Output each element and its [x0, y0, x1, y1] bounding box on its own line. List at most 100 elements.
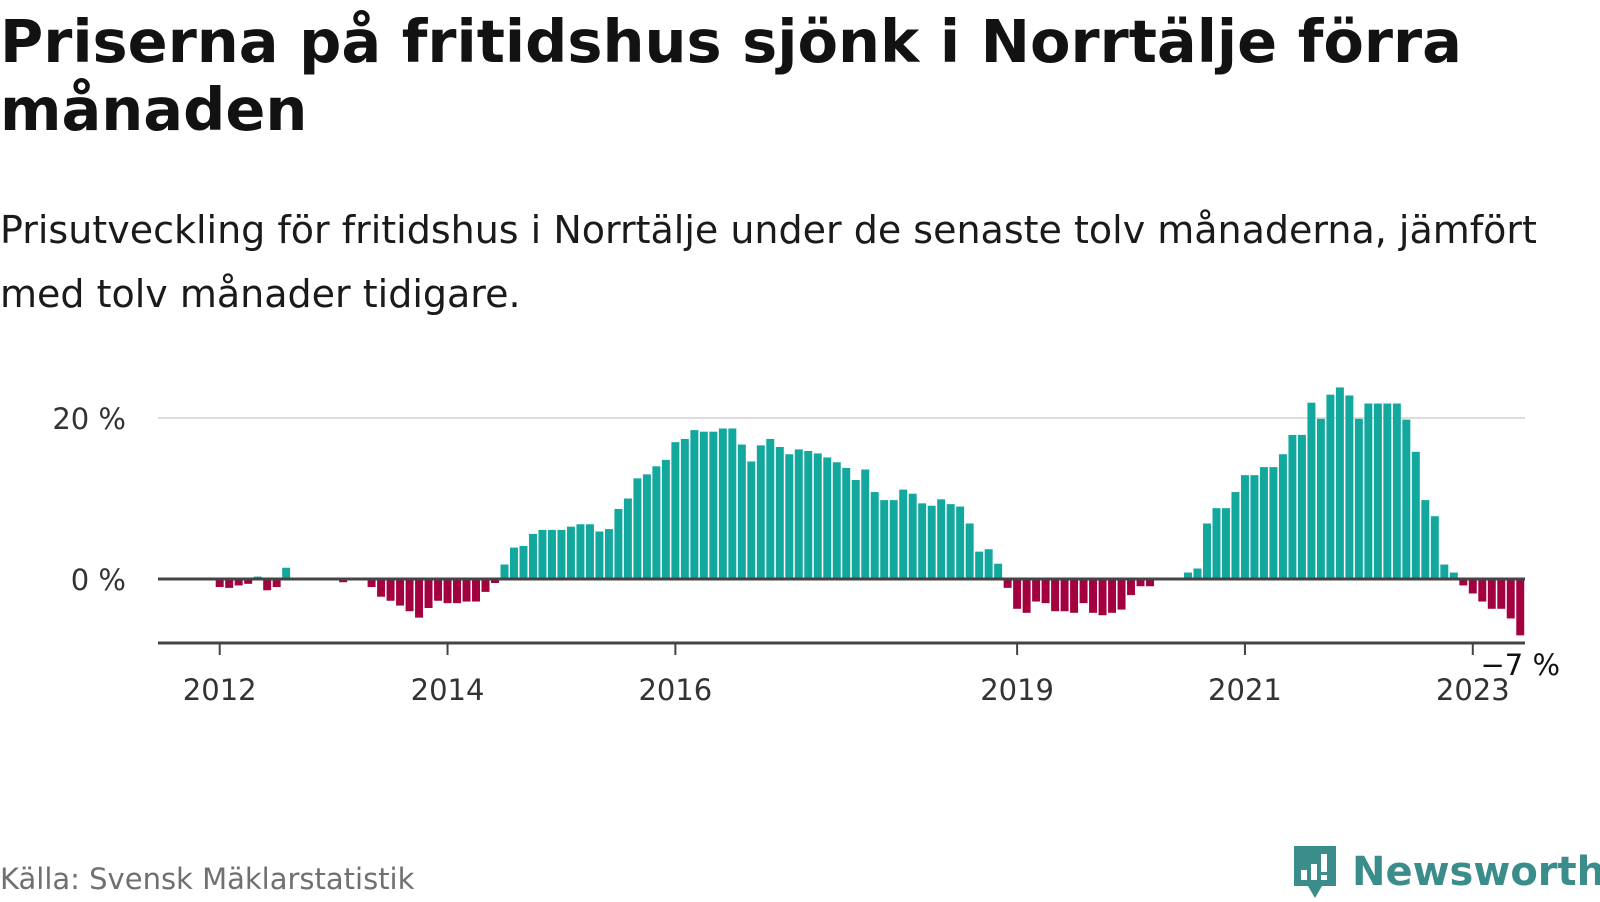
bar	[396, 579, 405, 606]
bar	[481, 579, 490, 592]
bar	[1089, 579, 1098, 613]
bar	[263, 579, 272, 591]
bar	[794, 449, 803, 579]
bar	[690, 430, 699, 579]
bar	[415, 579, 424, 618]
bar	[937, 499, 946, 580]
axes	[158, 577, 1525, 655]
bar	[1449, 572, 1458, 579]
bar	[1506, 579, 1515, 619]
bar	[538, 529, 547, 579]
bar	[604, 529, 613, 579]
bar	[842, 467, 851, 579]
bar	[1203, 523, 1211, 579]
bar	[1259, 467, 1268, 579]
bar	[1117, 579, 1126, 610]
bar	[386, 579, 395, 601]
bar	[272, 579, 281, 588]
bar	[1127, 579, 1136, 596]
bar	[1373, 403, 1382, 579]
bar	[623, 498, 632, 579]
bar	[1421, 500, 1430, 579]
y-tick-label: 20 %	[52, 402, 126, 436]
last-value-label: −7 %	[1480, 648, 1560, 682]
bar	[1003, 579, 1012, 588]
bar	[1288, 434, 1297, 579]
bar	[1487, 579, 1496, 609]
bars	[215, 387, 1525, 636]
bar	[1430, 516, 1439, 579]
bar	[1013, 579, 1022, 609]
bar	[1278, 454, 1287, 579]
x-tick-label: 2021	[1208, 673, 1282, 707]
bar	[1041, 579, 1050, 604]
bar	[405, 579, 414, 612]
bar	[1326, 394, 1335, 579]
bar	[566, 526, 575, 580]
bar	[1212, 508, 1221, 579]
bar	[1108, 579, 1117, 613]
bar	[595, 531, 604, 579]
bar	[1297, 434, 1306, 579]
bar	[1335, 387, 1344, 579]
bar	[1070, 579, 1079, 613]
bar	[1193, 568, 1202, 579]
bar	[832, 462, 841, 579]
bar	[1316, 418, 1325, 579]
bar	[709, 431, 718, 579]
bar	[1459, 579, 1468, 586]
bar	[1098, 579, 1107, 616]
bar	[870, 492, 879, 579]
source-note: Källa: Svensk Mäklarstatistik	[0, 862, 415, 896]
y-tick-label: 0 %	[71, 563, 126, 597]
bar	[282, 567, 291, 579]
bar	[585, 524, 594, 579]
bar	[453, 579, 462, 604]
bar	[1022, 579, 1031, 613]
bar	[671, 442, 680, 579]
newsworthy-logo[interactable]: Newsworthy	[1290, 842, 1600, 902]
bar	[510, 547, 518, 579]
bar-chart: 0 % 20 % 2012 2014 2016 2019 2021 2023−7 %	[52, 387, 1563, 707]
bar	[1516, 579, 1525, 636]
bar	[984, 549, 993, 580]
bar	[1060, 579, 1069, 612]
bar	[747, 461, 756, 579]
bar	[244, 579, 253, 584]
bar	[1364, 403, 1373, 579]
bar	[1032, 579, 1041, 602]
bar	[500, 564, 509, 579]
bar	[1383, 403, 1392, 579]
bar	[1146, 579, 1155, 587]
bar	[1497, 579, 1506, 609]
bar	[661, 459, 670, 579]
bar	[642, 474, 651, 579]
bar	[1221, 508, 1230, 579]
bar	[718, 428, 727, 579]
bar	[491, 579, 499, 584]
bar	[851, 479, 860, 579]
bar-chart-speech-bubble-icon	[1294, 846, 1336, 898]
chart-title: Priserna på fritidshus sjönk i Norrtälje…	[0, 7, 1462, 144]
x-tick-label: 2019	[980, 673, 1054, 707]
bar	[680, 438, 689, 579]
bar	[225, 579, 234, 588]
bar	[424, 579, 433, 608]
bar	[215, 579, 224, 588]
bar	[472, 579, 480, 602]
x-tick-label: 2014	[411, 673, 485, 707]
bar	[927, 505, 936, 580]
bar	[1354, 418, 1363, 579]
bar	[956, 506, 965, 579]
bar	[756, 445, 765, 579]
bar	[367, 579, 376, 588]
bar	[766, 438, 775, 579]
bar	[462, 579, 471, 602]
bar	[908, 493, 917, 579]
x-tick-label: 2023	[1436, 673, 1510, 707]
bar	[1468, 579, 1477, 594]
bar	[737, 444, 746, 579]
bar	[1392, 403, 1401, 579]
brand-name: Newsworthy	[1352, 849, 1600, 895]
bar	[1051, 579, 1060, 612]
